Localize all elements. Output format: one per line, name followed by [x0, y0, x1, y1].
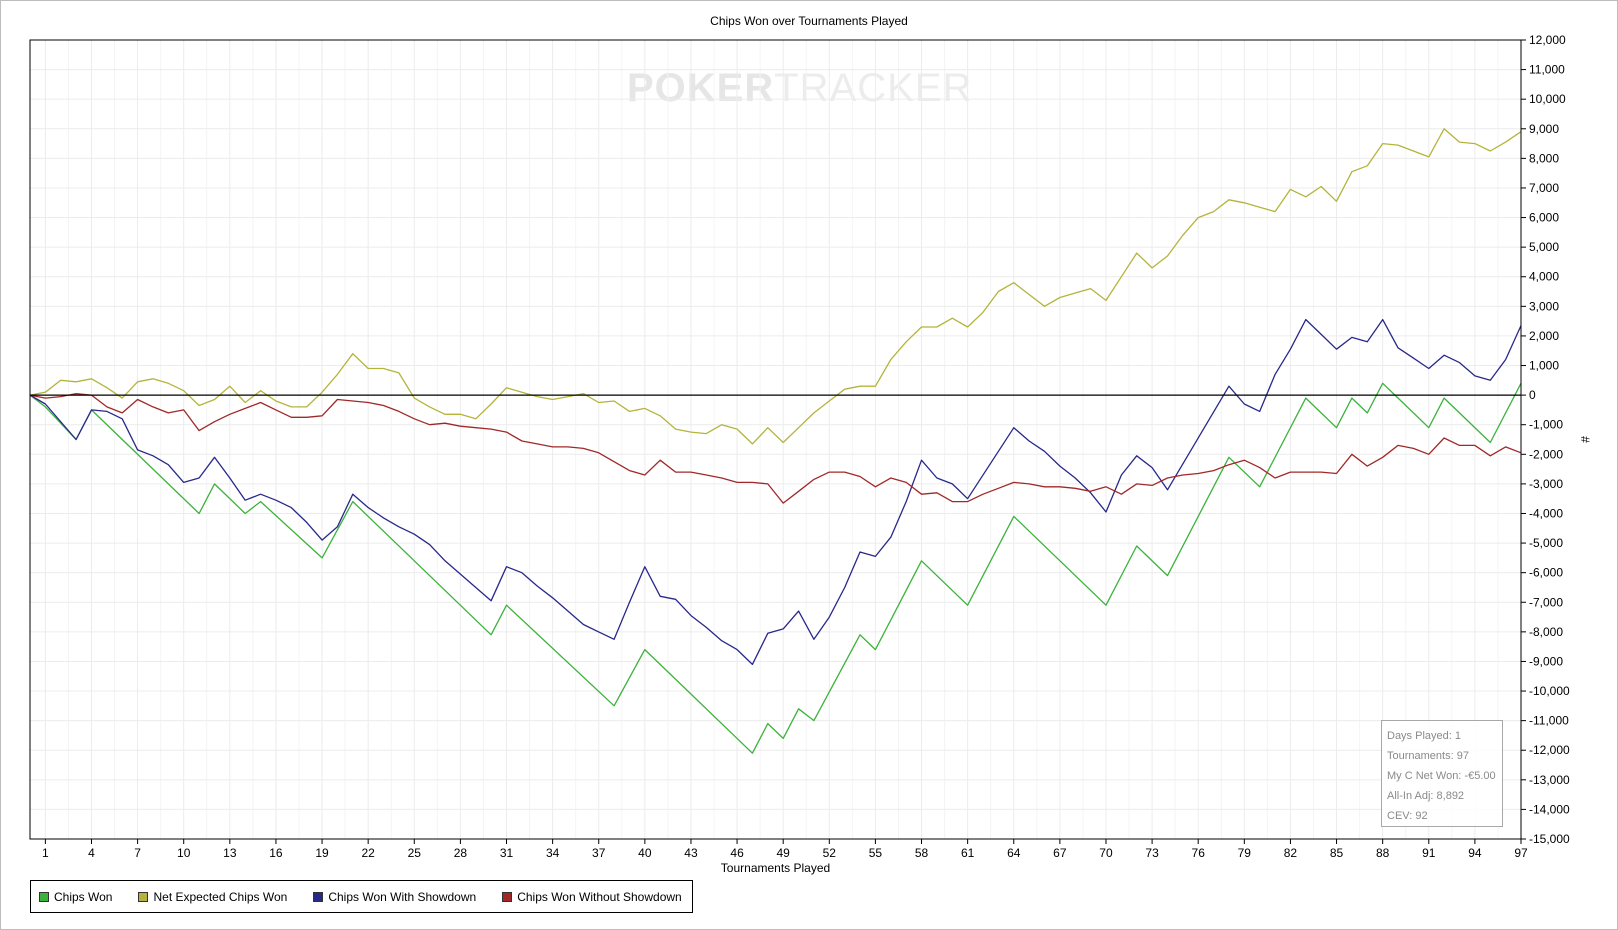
- y-tick-label: -12,000: [1529, 743, 1570, 757]
- x-tick-label: 22: [361, 846, 375, 860]
- x-tick-label: 4: [88, 846, 95, 860]
- stat-tournaments: Tournaments: 97: [1387, 750, 1469, 762]
- legend-entry-chips-won[interactable]: Chips Won: [39, 890, 112, 904]
- x-tick-label: 73: [1145, 846, 1159, 860]
- y-tick-label: 11,000: [1529, 63, 1565, 77]
- y-tick-label: 1,000: [1529, 359, 1559, 373]
- y-tick-label: 2,000: [1529, 329, 1559, 343]
- legend-swatch-chips-won: [39, 891, 49, 902]
- stat-net-won: My C Net Won: -€5.00: [1387, 770, 1496, 782]
- x-axis-label: Tournaments Played: [721, 861, 830, 875]
- y-tick-label: 4,000: [1529, 270, 1559, 284]
- series-line-net-expected: [29, 128, 1522, 445]
- series-line-chips-won: [29, 382, 1522, 754]
- pokertracker-watermark-logo: POKERTRACKER: [627, 66, 973, 110]
- y-tick-label: 7,000: [1529, 181, 1559, 195]
- stat-cev: CEV: 92: [1387, 810, 1428, 822]
- y-tick-label: 0: [1529, 388, 1536, 402]
- x-tick-label: 16: [269, 846, 283, 860]
- stat-days-played: Days Played: 1: [1387, 730, 1461, 742]
- series-line-with-showdown: [29, 318, 1522, 666]
- x-tick-label: 1: [42, 846, 49, 860]
- x-tick-label: 19: [315, 846, 329, 860]
- x-tick-label: 49: [777, 846, 791, 860]
- x-tick-label: 67: [1053, 846, 1067, 860]
- x-tick-label: 7: [134, 846, 141, 860]
- legend-label: Chips Won: [54, 889, 113, 904]
- x-tick-label: 64: [1007, 846, 1021, 860]
- y-tick-label: -13,000: [1529, 773, 1570, 787]
- x-tick-label: 85: [1330, 846, 1344, 860]
- x-tick-label: 34: [546, 846, 560, 860]
- x-tick-label: 13: [223, 846, 237, 860]
- grid-lines: [30, 39, 1522, 840]
- y-tick-label: -11,000: [1529, 714, 1569, 728]
- y-axis-label: #: [1578, 436, 1592, 443]
- x-tick-label: 82: [1284, 846, 1298, 860]
- x-tick-label: 79: [1238, 846, 1252, 860]
- stat-allin-adj: All-In Adj: 8,892: [1387, 790, 1465, 802]
- axes: 12,00011,00010,0009,0008,0007,0006,0005,…: [30, 33, 1592, 875]
- y-tick-label: -10,000: [1529, 684, 1570, 698]
- x-tick-label: 46: [730, 846, 744, 860]
- y-tick-label: -7,000: [1529, 595, 1563, 609]
- y-tick-label: -1,000: [1529, 418, 1563, 432]
- y-tick-label: -9,000: [1529, 654, 1563, 668]
- x-tick-label: 70: [1099, 846, 1113, 860]
- y-tick-label: -5,000: [1529, 536, 1563, 550]
- x-tick-label: 52: [823, 846, 837, 860]
- series-line-without-showdown: [29, 392, 1522, 504]
- legend-entry-net-expected[interactable]: Net Expected Chips Won: [138, 890, 287, 904]
- x-tick-label: 88: [1376, 846, 1390, 860]
- chart-legend: Chips Won Net Expected Chips Won Chips W…: [30, 880, 693, 913]
- y-tick-label: 6,000: [1529, 211, 1559, 225]
- x-tick-label: 31: [500, 846, 514, 860]
- y-tick-label: -3,000: [1529, 477, 1563, 491]
- legend-entry-with-showdown[interactable]: Chips Won With Showdown: [313, 890, 476, 904]
- series-lines: [29, 128, 1522, 754]
- y-tick-label: 8,000: [1529, 151, 1559, 165]
- legend-label: Net Expected Chips Won: [153, 889, 288, 904]
- legend-label: Chips Won With Showdown: [328, 889, 477, 904]
- legend-swatch-net-expected: [138, 891, 149, 902]
- x-tick-label: 58: [915, 846, 929, 860]
- legend-swatch-without-showdown: [502, 891, 513, 902]
- y-tick-label: 10,000: [1529, 92, 1566, 106]
- y-tick-label: -6,000: [1529, 566, 1563, 580]
- x-tick-label: 97: [1514, 846, 1528, 860]
- x-tick-label: 10: [177, 846, 191, 860]
- y-tick-label: 5,000: [1529, 240, 1559, 254]
- legend-swatch-with-showdown: [313, 891, 324, 902]
- x-tick-label: 55: [869, 846, 883, 860]
- x-tick-label: 37: [592, 846, 606, 860]
- plot-area-border: [29, 39, 1522, 840]
- x-tick-label: 43: [684, 846, 698, 860]
- y-tick-label: -2,000: [1529, 447, 1563, 461]
- x-tick-label: 61: [961, 846, 975, 860]
- chart-title: Chips Won over Tournaments Played: [710, 14, 908, 28]
- y-tick-label: -4,000: [1529, 506, 1563, 520]
- legend-label: Chips Won Without Showdown: [517, 889, 682, 904]
- x-tick-label: 91: [1422, 846, 1436, 860]
- legend-entry-without-showdown[interactable]: Chips Won Without Showdown: [502, 890, 682, 904]
- y-tick-label: -8,000: [1529, 625, 1563, 639]
- y-tick-label: -15,000: [1529, 832, 1570, 846]
- y-tick-label: 9,000: [1529, 122, 1559, 136]
- x-tick-label: 25: [408, 846, 422, 860]
- x-tick-label: 94: [1468, 846, 1482, 860]
- y-tick-label: -14,000: [1529, 802, 1570, 816]
- x-tick-label: 40: [638, 846, 652, 860]
- x-tick-label: 28: [454, 846, 468, 860]
- stats-box: Days Played: 1 Tournaments: 97 My C Net …: [1381, 720, 1503, 827]
- x-tick-label: 76: [1192, 846, 1206, 860]
- y-tick-label: 3,000: [1529, 299, 1559, 313]
- y-tick-label: 12,000: [1529, 33, 1566, 47]
